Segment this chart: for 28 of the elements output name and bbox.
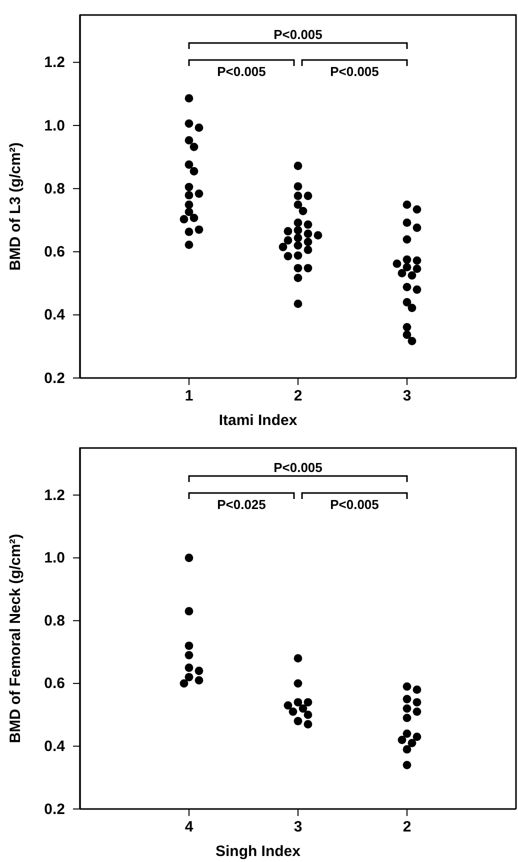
annotation: P<0.005 xyxy=(274,460,322,475)
x-axis-title: Singh Index xyxy=(215,843,302,860)
y-tick-label: 0.2 xyxy=(44,370,65,387)
x-axis-title: Itami Index xyxy=(218,412,298,429)
annotation: P<0.005 xyxy=(274,27,322,42)
x-tick-label: 3 xyxy=(402,388,412,405)
annotation: P<0.005 xyxy=(330,64,379,79)
y-tick-label: 0.2 xyxy=(44,800,65,818)
y-tick-label: 1.2 xyxy=(44,54,65,72)
x-tick-label: 1 xyxy=(184,388,194,405)
y-tick-label: 1.0 xyxy=(44,117,65,134)
annotation: P<0.005 xyxy=(330,497,379,512)
y-tick-label: 0.8 xyxy=(44,612,65,630)
annotation: P<0.025 xyxy=(217,497,266,512)
y-axis-title: BMD of Femoral Neck (g/cm²) xyxy=(7,534,24,744)
x-tick-label: 2 xyxy=(402,818,412,836)
y-tick-label: 0.6 xyxy=(44,675,65,692)
y-axis-title: BMD of L3 (g/cm²) xyxy=(7,142,24,271)
y-tick-label: 0.6 xyxy=(44,244,65,261)
annotation: P<0.005 xyxy=(217,64,266,79)
x-tick-label: 3 xyxy=(294,818,302,836)
x-tick-label: 4 xyxy=(184,818,194,836)
y-tick-label: 1.0 xyxy=(44,550,65,567)
y-tick-label: 1.2 xyxy=(44,486,65,504)
x-tick-label: 2 xyxy=(294,388,302,405)
y-tick-label: 0.4 xyxy=(44,738,66,756)
y-tick-label: 0.8 xyxy=(44,180,65,198)
y-tick-label: 0.4 xyxy=(44,306,66,324)
